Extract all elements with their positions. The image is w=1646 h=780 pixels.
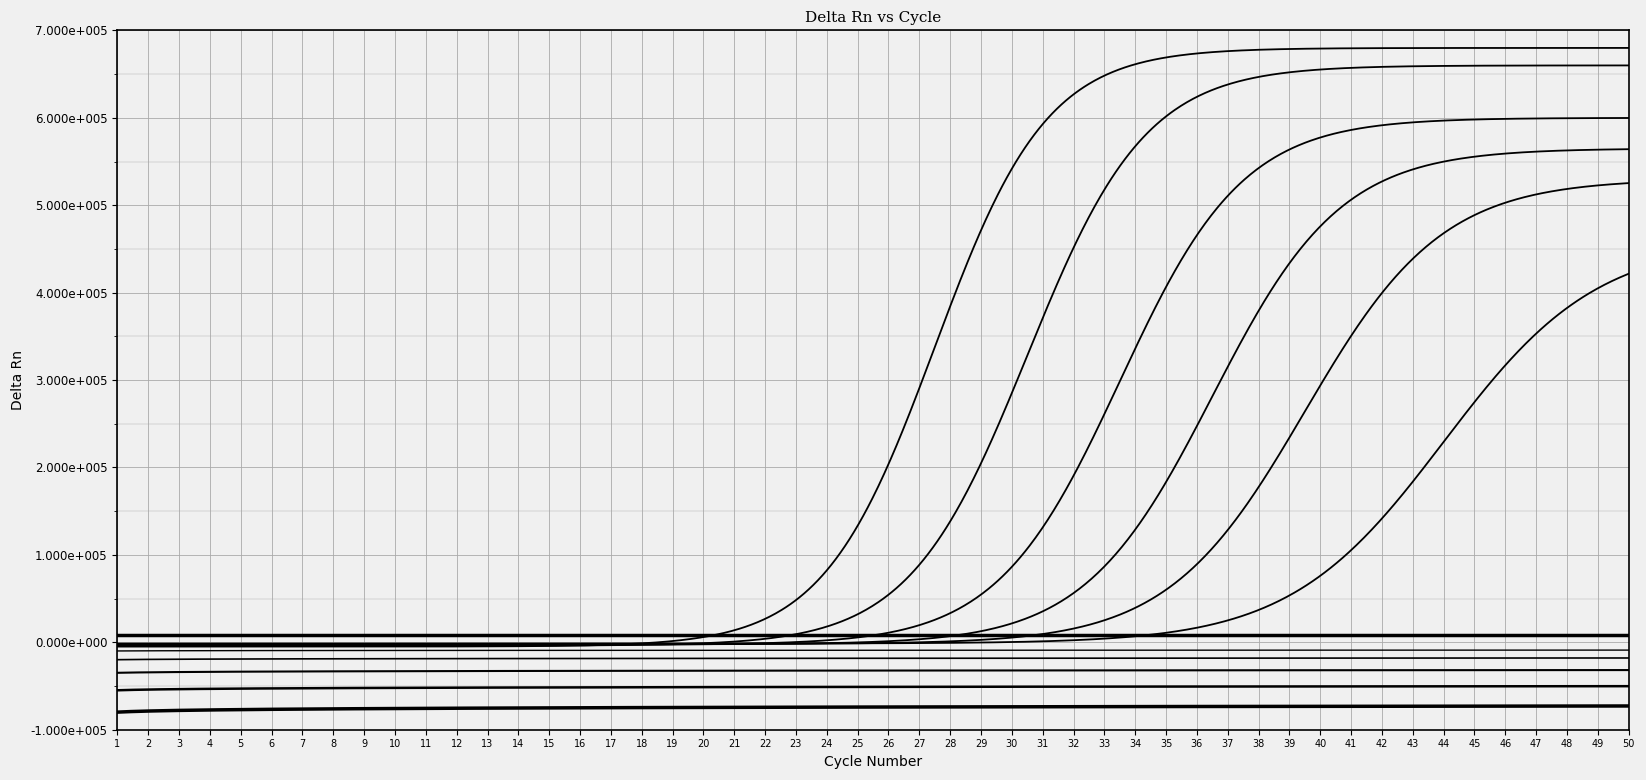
X-axis label: Cycle Number: Cycle Number	[825, 755, 922, 769]
Title: Delta Rn vs Cycle: Delta Rn vs Cycle	[805, 11, 942, 25]
Y-axis label: Delta Rn: Delta Rn	[12, 350, 25, 410]
